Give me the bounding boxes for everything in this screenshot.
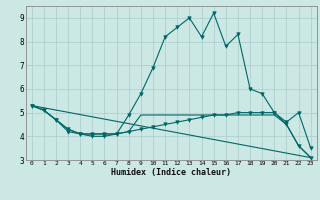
- X-axis label: Humidex (Indice chaleur): Humidex (Indice chaleur): [111, 168, 231, 177]
